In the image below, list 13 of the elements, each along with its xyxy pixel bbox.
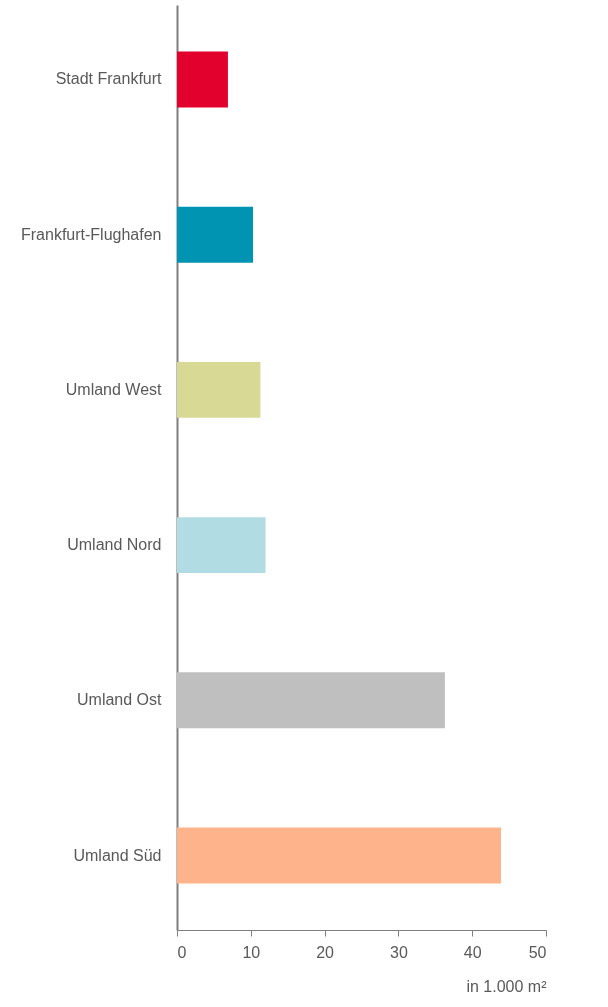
x-tick-label: 0 — [177, 943, 187, 961]
x-tick-label: 30 — [390, 943, 408, 961]
y-tick-label: Umland West — [65, 380, 163, 398]
x-tick-label: 40 — [463, 943, 482, 961]
x-tick-label: 50 — [528, 943, 547, 961]
x-tick-label: 10 — [242, 943, 261, 961]
y-tick-label: Umland Ost — [77, 691, 163, 709]
x-axis-title: in 1.000 m² — [466, 977, 548, 995]
y-tick-label: Umland Süd — [73, 846, 162, 864]
y-tick-label: Umland Nord — [67, 536, 162, 554]
y-tick-label: Stadt Frankfurt — [55, 70, 163, 88]
x-tick-label: 20 — [316, 943, 335, 961]
y-tick-label: Frankfurt-Flughafen — [20, 225, 162, 243]
